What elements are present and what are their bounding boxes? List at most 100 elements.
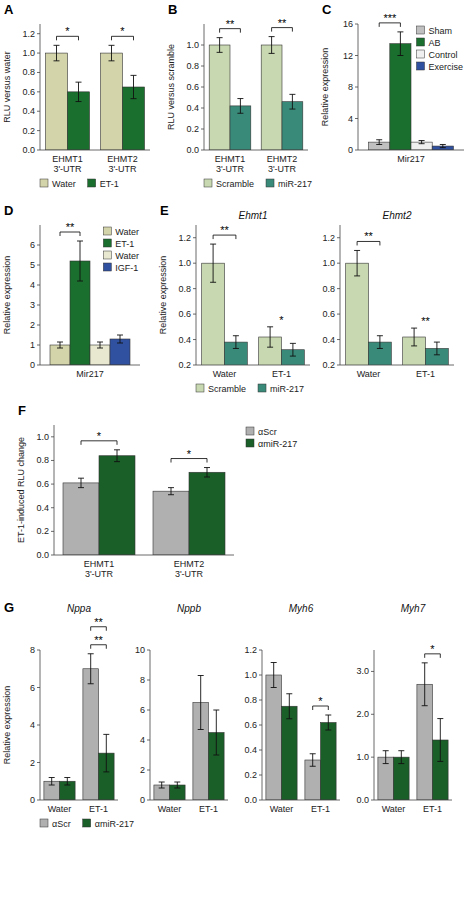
y-tick: [193, 288, 196, 289]
y-tick-label: 1.2: [22, 29, 35, 39]
legend-label: miR-217: [270, 384, 304, 394]
y-tick-label: 0.4: [186, 103, 199, 113]
significance-label: **: [94, 634, 103, 646]
panel: 0246810WaterET-1Nppb: [135, 603, 228, 814]
error-bar: [213, 710, 219, 755]
y-tick-label: 1.0: [186, 40, 199, 50]
y-tick: [147, 650, 150, 651]
error-bar: [376, 140, 382, 145]
error-bar: [289, 94, 295, 109]
y-tick-label: 0.2: [244, 770, 257, 780]
y-tick-label: 0.0: [244, 795, 257, 805]
legend-swatch: [103, 239, 111, 247]
x-tick-label: ET-1: [89, 804, 108, 814]
y-tick: [371, 671, 374, 672]
y-tick-label: 1.0: [244, 670, 257, 680]
title: Nppb: [177, 603, 201, 614]
legend-swatch: [266, 179, 274, 187]
error-bar: [267, 327, 273, 347]
label-line: Water: [270, 804, 294, 814]
label-line: EHMT1: [52, 154, 83, 164]
y-tick: [37, 762, 40, 763]
y-tick-label: 0.0: [22, 145, 35, 155]
y-tick: [201, 87, 204, 88]
legend-label: Control: [428, 50, 457, 60]
y-axis-label: RLU versus water: [2, 51, 12, 123]
y-tick-label: 0.0: [356, 795, 369, 805]
y-tick: [193, 263, 196, 264]
x-tick-label: EHMT13'-UTR: [84, 559, 115, 579]
y-tick: [37, 265, 40, 266]
error-bar: [354, 250, 360, 275]
error-bar: [434, 342, 440, 355]
legend-label: Sham: [428, 26, 452, 36]
y-tick-label: 5: [30, 260, 35, 270]
marks: [46, 45, 145, 150]
panel: 0.01.02.03.0WaterET-1Myh7*: [356, 603, 452, 814]
panel-letter: F: [18, 403, 26, 418]
y-tick-label: 0.4: [244, 745, 257, 755]
error-bar: [397, 32, 403, 56]
error-bar: [377, 336, 383, 349]
y-tick-label: 0.4: [36, 503, 49, 513]
y-axis-label: Relative expression: [158, 256, 168, 335]
error-bar: [198, 676, 204, 730]
y-tick: [51, 555, 54, 556]
y-tick: [51, 507, 54, 508]
y-tick: [37, 130, 40, 131]
legend: WaterET-1: [40, 179, 119, 189]
significance-label: *: [279, 314, 284, 326]
legend: ScramblemiR-217: [204, 179, 312, 189]
panel-letter: C: [322, 2, 332, 17]
y-tick-label: 0: [30, 360, 35, 370]
label-line: ET-1: [272, 369, 291, 379]
label-line: ET-1: [89, 804, 108, 814]
bar: [261, 45, 282, 150]
y-tick: [147, 710, 150, 711]
y-tick-label: 1: [30, 340, 35, 350]
label-line: 3'-UTR: [53, 164, 82, 174]
x-tick-label: Water: [270, 804, 294, 814]
label-line: 3'-UTR: [85, 569, 114, 579]
legend-label: miR-217: [278, 179, 312, 189]
x-tick-label: Mir217: [397, 154, 425, 164]
x-tick-label: Water: [48, 804, 72, 814]
error-bar: [437, 719, 443, 762]
legend-swatch: [246, 427, 254, 435]
significance-label: *: [65, 25, 70, 37]
label-line: 3'-UTR: [268, 164, 297, 174]
y-tick-label: 0.6: [244, 720, 257, 730]
legend-swatch: [416, 62, 424, 70]
y-tick: [355, 87, 358, 88]
label-line: 3'-UTR: [216, 164, 245, 174]
panel-letter: B: [168, 2, 177, 17]
y-axis: [374, 650, 375, 800]
marks: [266, 663, 336, 801]
panel: 0.00.20.40.60.81.0EHMT13'-UTREHMT23'-UTR…: [166, 2, 312, 189]
marks: [378, 663, 448, 800]
y-tick: [259, 800, 262, 801]
x-tick-label: Water: [158, 804, 182, 814]
x-axis: [54, 555, 234, 556]
label-line: ET-1: [311, 804, 330, 814]
y-tick-label: 0.6: [186, 82, 199, 92]
significance-label: *: [120, 25, 125, 37]
error-bar: [103, 734, 109, 772]
y-tick-label: 16: [343, 19, 353, 29]
panel: 0.00.20.40.60.81.01.2EHMT13'-UTREHMT23'-…: [2, 2, 150, 189]
y-tick-label: 0.8: [322, 284, 335, 294]
y-tick: [37, 345, 40, 346]
y-tick: [193, 365, 196, 366]
y-tick-label: 6: [140, 705, 145, 715]
y-tick: [259, 725, 262, 726]
label-line: EHMT2: [267, 154, 298, 164]
x-tick-label: ET-1: [416, 369, 435, 379]
error-bar: [109, 45, 115, 61]
y-tick-label: 1.0: [22, 48, 35, 58]
legend-label: ET-1: [100, 179, 119, 189]
legend-swatch: [196, 384, 204, 392]
figure-container: 0.00.20.40.60.81.01.2EHMT13'-UTREHMT23'-…: [0, 0, 474, 918]
significance-label: *: [318, 695, 323, 707]
x-axis: [204, 150, 308, 151]
bar: [209, 45, 230, 150]
